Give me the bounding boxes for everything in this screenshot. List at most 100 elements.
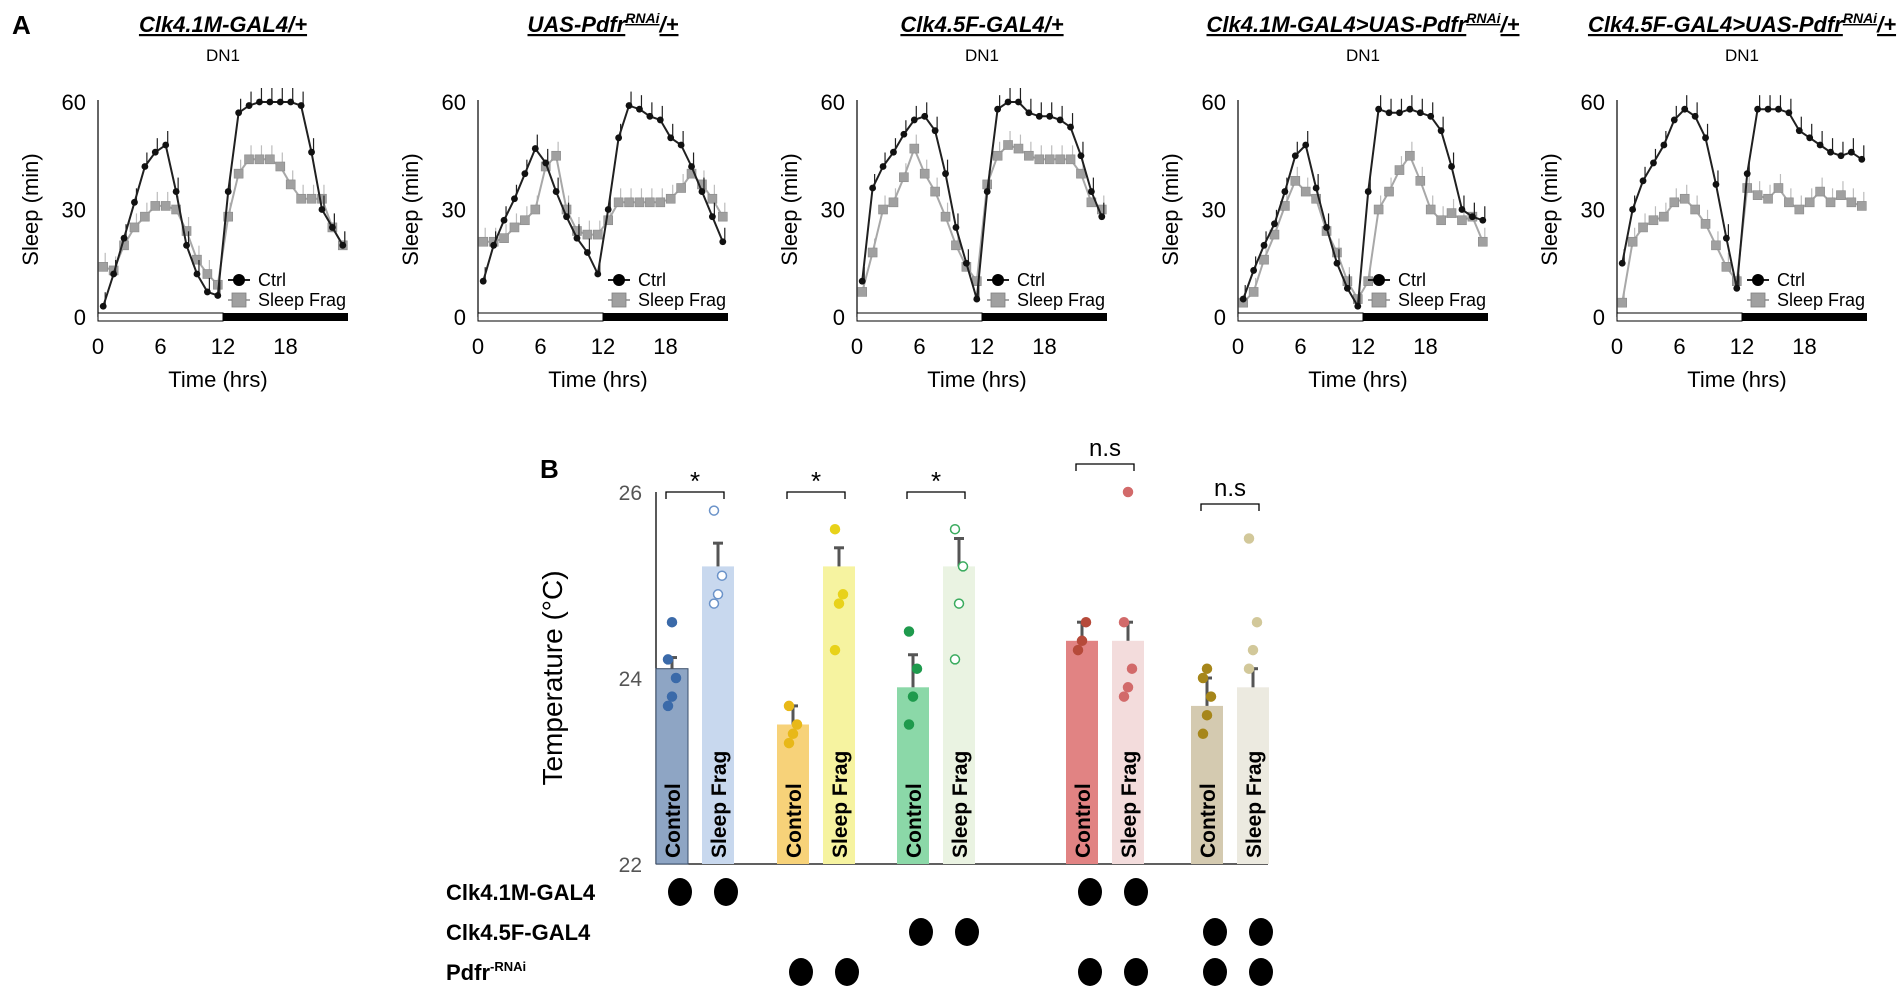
data-point <box>1722 234 1730 242</box>
y-tick-label: 60 <box>821 90 845 115</box>
light-phase-bar <box>1237 312 1364 322</box>
data-point <box>604 206 612 213</box>
individual-data-point <box>670 672 682 684</box>
legend-sleep-frag-marker <box>1371 292 1387 308</box>
chart-title: Clk4.1M-GAL4/+ <box>139 12 307 37</box>
individual-data-point <box>1118 616 1130 628</box>
y-tick-label: 60 <box>1581 90 1605 115</box>
data-point <box>1721 262 1732 272</box>
x-tick-label: 12 <box>970 334 994 359</box>
data-point <box>1416 109 1424 117</box>
data-point <box>1468 213 1476 221</box>
individual-data-point <box>1243 663 1255 674</box>
data-point <box>511 195 518 203</box>
data-point <box>971 276 982 286</box>
significance-label: n.s <box>1089 435 1121 462</box>
data-point <box>919 168 930 179</box>
data-point <box>592 229 603 240</box>
line-chart-4: Clk4.1M-GAL4>UAS-PdfrRNAi/+ DN1 0 30 60 0 6 12 1… <box>1158 10 1520 392</box>
data-point <box>1827 148 1834 156</box>
data-point <box>1806 134 1814 142</box>
chart-title-main: Clk4.1M-GAL4>UAS-Pdfr <box>1207 12 1468 37</box>
data-point <box>1752 190 1763 200</box>
bar-sleep-frag <box>1112 640 1144 864</box>
data-point <box>296 193 306 204</box>
series-ctrl <box>1239 95 1487 310</box>
individual-data-point <box>1122 486 1134 498</box>
data-point <box>266 98 274 106</box>
chart-title-main: UAS-Pdfr <box>528 12 627 37</box>
data-point <box>1427 112 1435 120</box>
chart-title: Clk4.5F-GAL4>UAS-PdfrRNAi/+ <box>1588 10 1896 37</box>
individual-data-point <box>829 644 841 656</box>
x-tick-label: 18 <box>273 334 297 359</box>
data-point <box>1300 186 1311 197</box>
individual-data-point <box>903 719 915 730</box>
data-point <box>1638 222 1648 233</box>
data-point <box>1754 105 1762 113</box>
x-tick-label: 6 <box>154 334 166 359</box>
data-point <box>615 134 623 142</box>
legend-sleep-frag-label: Sleep Frag <box>258 290 346 310</box>
genotype-presence-dot <box>835 958 859 986</box>
series-line <box>1242 107 1484 310</box>
data-point <box>99 302 107 310</box>
data-point <box>1794 204 1805 215</box>
series-line <box>861 143 1103 293</box>
y-axis-label: Temperature (°C) <box>537 570 568 785</box>
individual-data-point <box>949 654 961 665</box>
data-point <box>1815 186 1825 197</box>
data-point <box>930 186 940 197</box>
data-point <box>645 197 655 208</box>
individual-data-point <box>708 598 720 609</box>
chart-subtitle: DN1 <box>965 46 999 65</box>
bar-label: Control <box>1197 783 1220 858</box>
data-point <box>1077 152 1085 160</box>
genotype-row-1: Clk4.1M-GAL4 <box>446 878 1148 906</box>
genotype-presence-dot <box>668 878 692 906</box>
data-point <box>1302 141 1310 149</box>
data-point <box>150 201 161 211</box>
genotype-presence-dot <box>1124 958 1148 986</box>
data-point <box>983 188 991 195</box>
data-point <box>719 238 727 246</box>
data-point <box>625 102 633 109</box>
data-point <box>1384 186 1394 197</box>
data-point <box>1035 112 1043 120</box>
data-point <box>1795 127 1803 135</box>
data-point <box>869 184 877 192</box>
legend-sleep-frag-marker <box>990 292 1006 308</box>
data-point <box>1405 150 1415 161</box>
series-ctrl <box>99 88 347 310</box>
series-sleep-frag <box>98 145 348 290</box>
individual-data-point <box>787 728 799 740</box>
legend-ctrl-label: Ctrl <box>1398 270 1426 290</box>
y-tick-label: 30 <box>442 198 466 223</box>
y-axis-label: Sleep (min) <box>1158 153 1183 265</box>
data-point <box>603 215 614 226</box>
data-point <box>1425 204 1436 215</box>
data-point <box>656 116 664 124</box>
data-point <box>1260 241 1268 249</box>
data-point <box>1629 206 1637 213</box>
data-point <box>858 277 866 285</box>
data-point <box>1437 127 1445 135</box>
individual-data-point <box>1205 691 1217 702</box>
genotype-presence-dot <box>789 958 813 986</box>
data-point <box>1650 159 1657 167</box>
x-tick-label: 6 <box>1294 334 1306 359</box>
bar-sleep-frag <box>943 566 975 864</box>
x-tick-label: 18 <box>1413 334 1437 359</box>
individual-data-point <box>1197 728 1209 740</box>
legend-sleep-frag-label: Sleep Frag <box>1017 290 1105 310</box>
chart-title-suffix: /+ <box>659 12 679 37</box>
data-point <box>245 102 253 109</box>
genotype-presence-dot <box>1124 878 1148 906</box>
individual-data-point <box>791 719 803 730</box>
individual-data-point <box>833 598 845 609</box>
data-point <box>698 188 706 195</box>
bar-control <box>777 724 809 864</box>
data-point <box>688 163 695 170</box>
data-point <box>994 105 1002 113</box>
data-point <box>223 211 234 222</box>
